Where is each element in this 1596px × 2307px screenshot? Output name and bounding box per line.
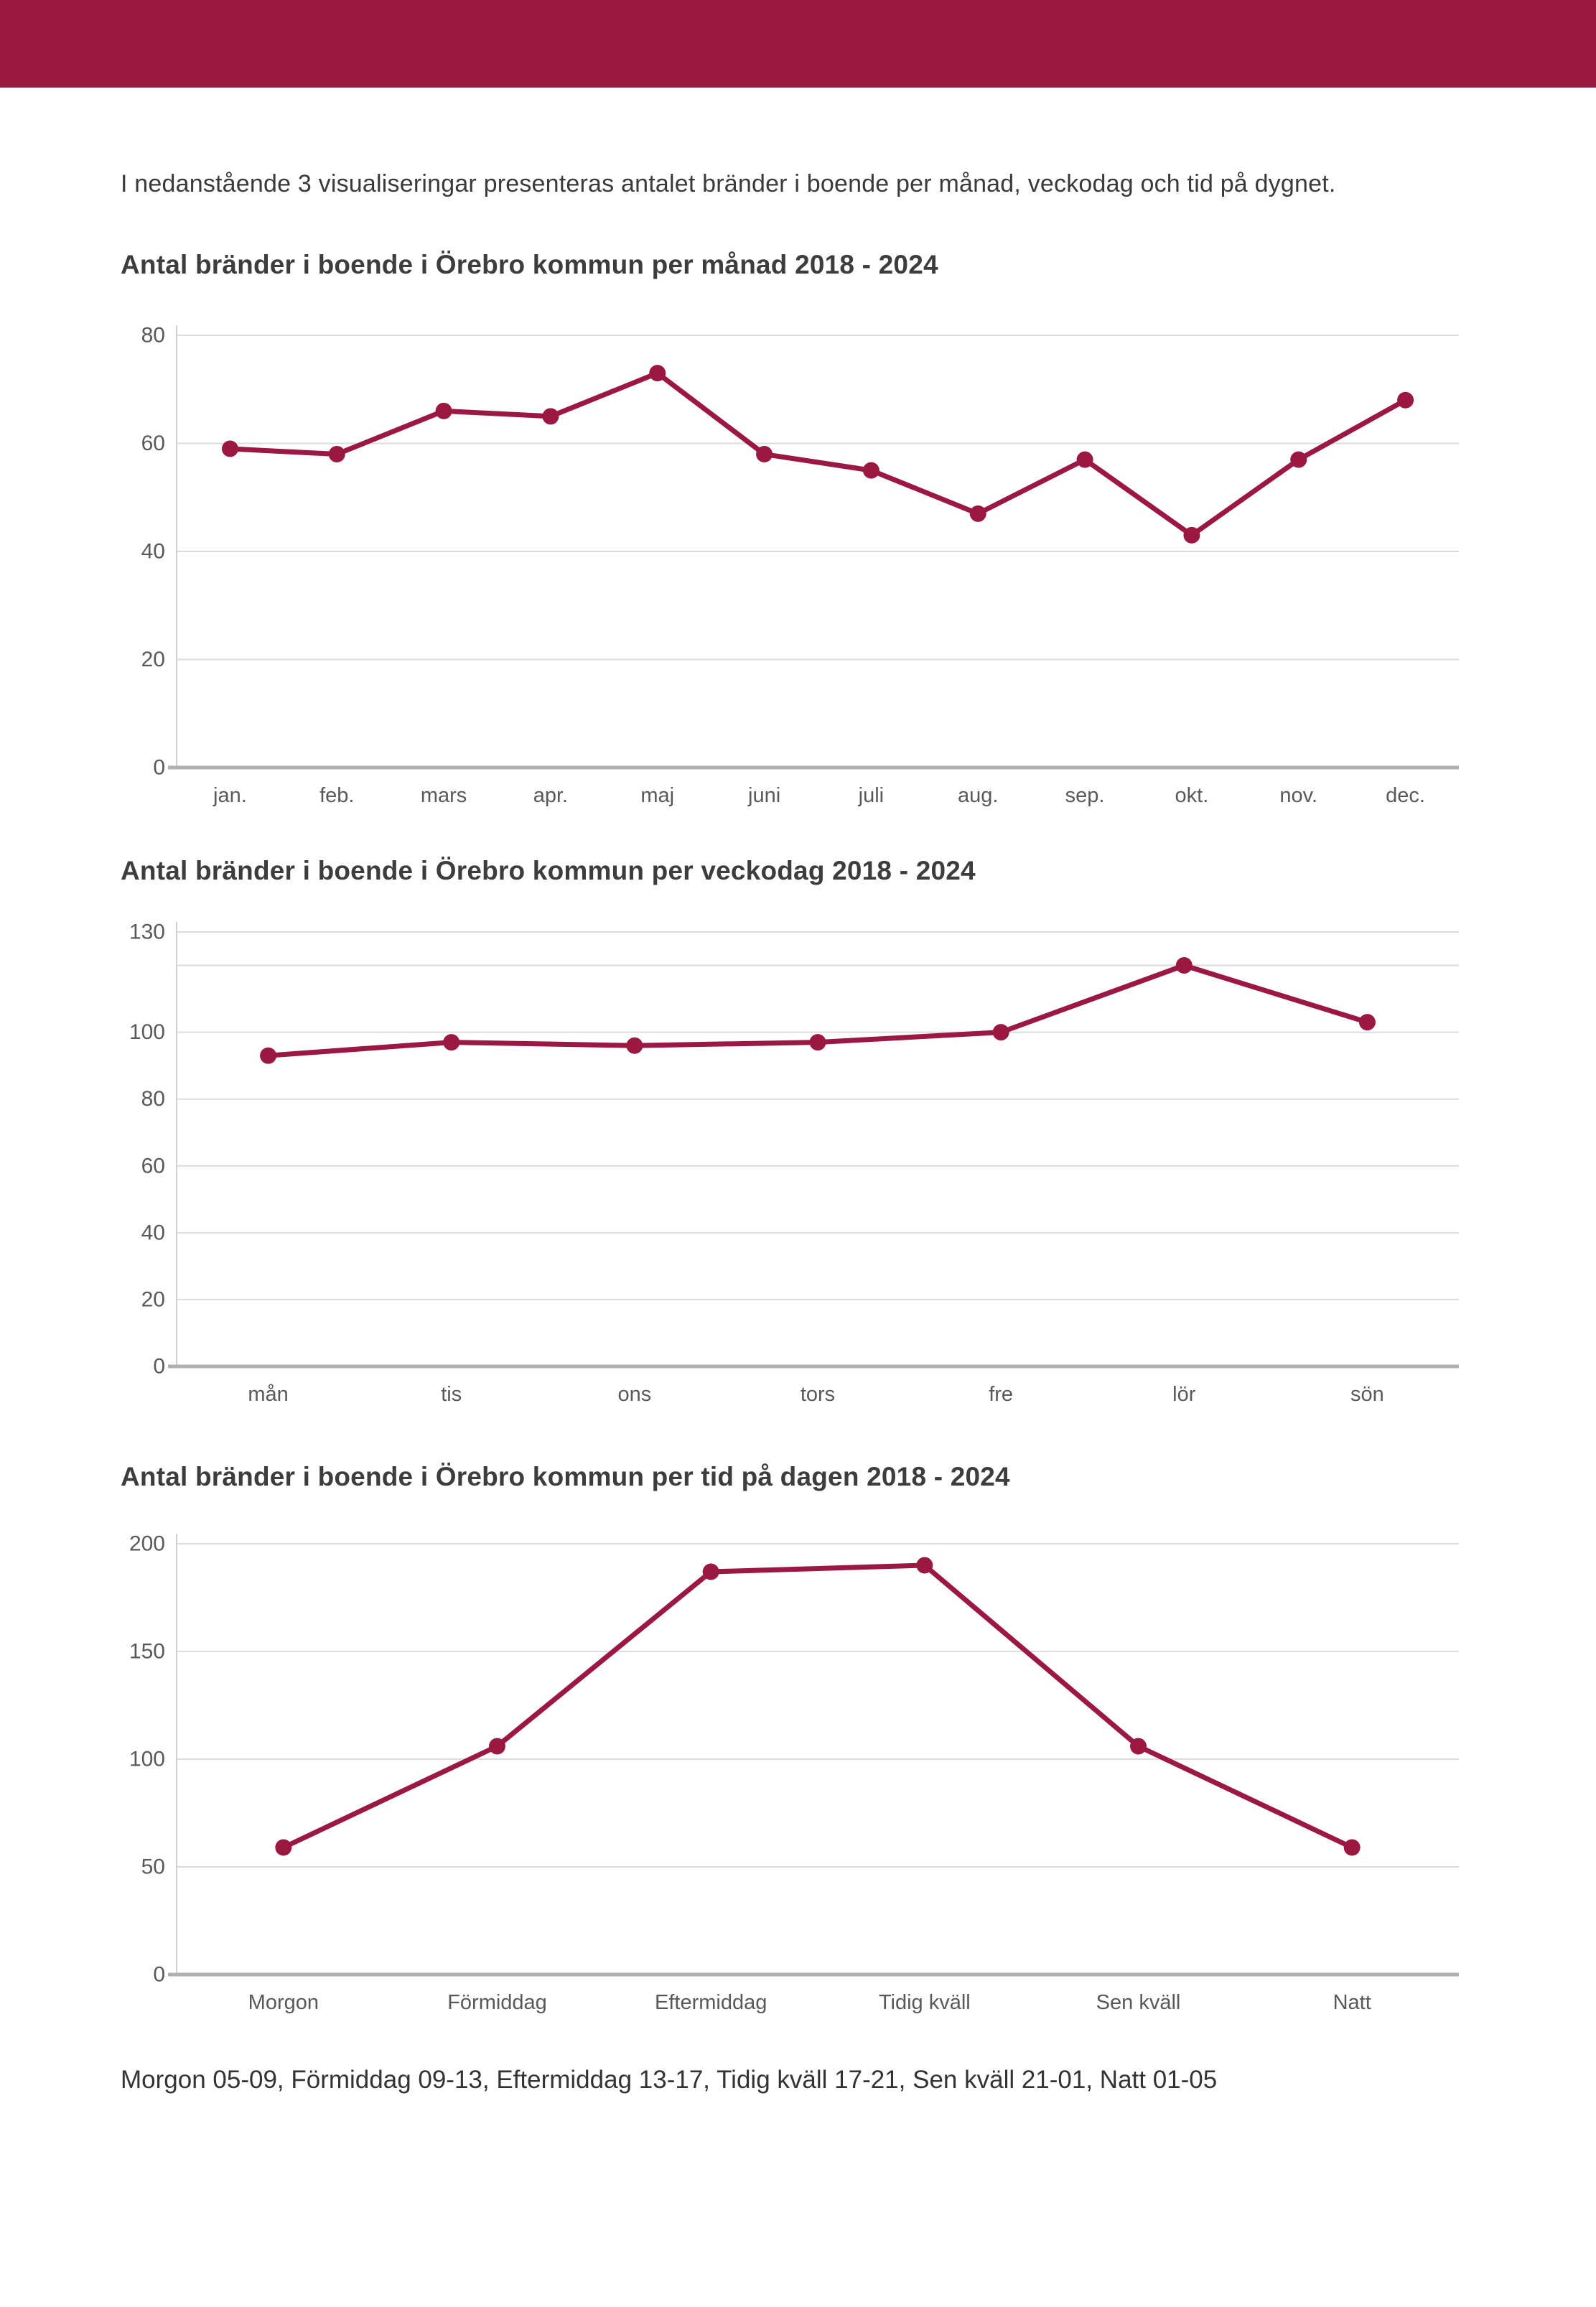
x-tick-label: mån: [248, 1383, 288, 1406]
y-tick-label: 80: [141, 1087, 165, 1111]
data-point: [1076, 451, 1093, 468]
data-point: [489, 1738, 505, 1755]
x-tick-label: ons: [617, 1383, 651, 1406]
data-point: [328, 446, 345, 463]
y-tick-label: 100: [129, 1748, 165, 1771]
data-point: [1175, 957, 1193, 974]
data-point: [992, 1024, 1009, 1041]
data-point: [702, 1563, 719, 1580]
x-tick-label: Natt: [1333, 1991, 1371, 2014]
y-tick-label: 60: [141, 1154, 165, 1178]
y-tick-label: 100: [129, 1020, 165, 1044]
y-tick-label: 0: [153, 1355, 165, 1379]
x-tick-label: tors: [801, 1383, 835, 1406]
y-tick-label: 80: [141, 324, 165, 348]
chart-title-weekday: Antal bränder i boende i Örebro kommun p…: [121, 856, 976, 885]
x-tick-label: Förmiddag: [447, 1991, 547, 2014]
line-chart-timeofday: 200 150 100 50 0 Morgon Förmiddag Eftermiddag Ti…: [0, 1501, 1596, 2043]
y-tick-label: 20: [141, 1287, 165, 1311]
x-tick-label: jan.: [213, 784, 247, 807]
data-point: [435, 402, 452, 419]
x-tick-label: feb.: [319, 784, 354, 807]
x-tick-label: dec.: [1386, 784, 1425, 807]
y-tick-label: 130: [129, 921, 165, 944]
chart-canvas: 130 100 80 60 40 20 0 mån tis ons tors fre lör sön: [129, 921, 1459, 1406]
data-point: [969, 505, 986, 522]
x-tick-label: mars: [421, 784, 467, 807]
data-point: [916, 1557, 933, 1574]
data-point: [756, 446, 773, 463]
y-tick-label: 40: [141, 1221, 165, 1244]
x-tick-label: Tidig kväll: [879, 1991, 971, 2014]
data-point: [1183, 526, 1200, 544]
header-bar: [0, 0, 1596, 88]
data-point: [221, 440, 238, 457]
data-line: [227, 370, 1409, 538]
x-tick-label: Eftermiddag: [655, 1991, 767, 2014]
chart-canvas: 80 60 40 20 0 jan. feb. mars apr. maj juni juli aug.…: [141, 324, 1459, 807]
y-tick-label: 200: [129, 1532, 165, 1556]
data-point: [862, 462, 879, 479]
y-tick-label: 0: [153, 756, 165, 780]
x-tick-label: aug.: [958, 784, 998, 807]
y-tick-label: 20: [141, 648, 165, 671]
data-line: [281, 1562, 1355, 1850]
x-tick-label: Morgon: [248, 1991, 319, 2014]
x-tick-label: juli: [858, 784, 884, 807]
data-point: [1397, 391, 1414, 409]
data-point: [809, 1034, 826, 1051]
chart-canvas: 200 150 100 50 0 Morgon Förmiddag Eftermiddag Ti…: [129, 1532, 1459, 2014]
y-tick-label: 60: [141, 432, 165, 455]
x-tick-label: maj: [640, 784, 674, 807]
data-point: [542, 408, 559, 425]
data-point: [649, 365, 666, 382]
data-point: [1130, 1738, 1147, 1755]
x-tick-label: fre: [989, 1383, 1013, 1406]
y-tick-label: 0: [153, 1963, 165, 1987]
line-chart-monthly: 80 60 40 20 0 jan. feb. mars apr. maj juni juli aug.…: [0, 292, 1596, 836]
y-tick-label: 150: [129, 1640, 165, 1664]
time-ranges-caption: Morgon 05-09, Förmiddag 09-13, Eftermidd…: [121, 2066, 1218, 2094]
x-tick-label: tis: [441, 1383, 462, 1406]
line-chart-weekday: 130 100 80 60 40 20 0 mån tis ons tors fre lör sön: [0, 889, 1596, 1435]
data-point: [275, 1839, 292, 1856]
data-point: [1290, 451, 1307, 468]
y-tick-label: 40: [141, 540, 165, 564]
x-tick-label: apr.: [533, 784, 568, 807]
data-point: [1358, 1014, 1376, 1031]
x-tick-label: lör: [1172, 1383, 1196, 1406]
data-point: [443, 1034, 460, 1051]
chart-title-timeofday: Antal bränder i boende i Örebro kommun p…: [121, 1462, 1010, 1491]
intro-text: I nedanstående 3 visualiseringar present…: [121, 170, 1336, 197]
data-point: [626, 1037, 643, 1054]
y-tick-label: 50: [141, 1855, 165, 1879]
x-tick-label: sep.: [1065, 784, 1105, 807]
data-point: [260, 1047, 277, 1064]
x-tick-label: Sen kväll: [1096, 1991, 1181, 2014]
data-point: [1343, 1839, 1361, 1856]
x-tick-label: nov.: [1279, 784, 1317, 807]
x-tick-label: juni: [747, 784, 780, 807]
x-tick-label: okt.: [1175, 784, 1209, 807]
chart-title-monthly: Antal bränder i boende i Örebro kommun p…: [121, 250, 938, 279]
x-tick-label: sön: [1350, 1383, 1384, 1406]
